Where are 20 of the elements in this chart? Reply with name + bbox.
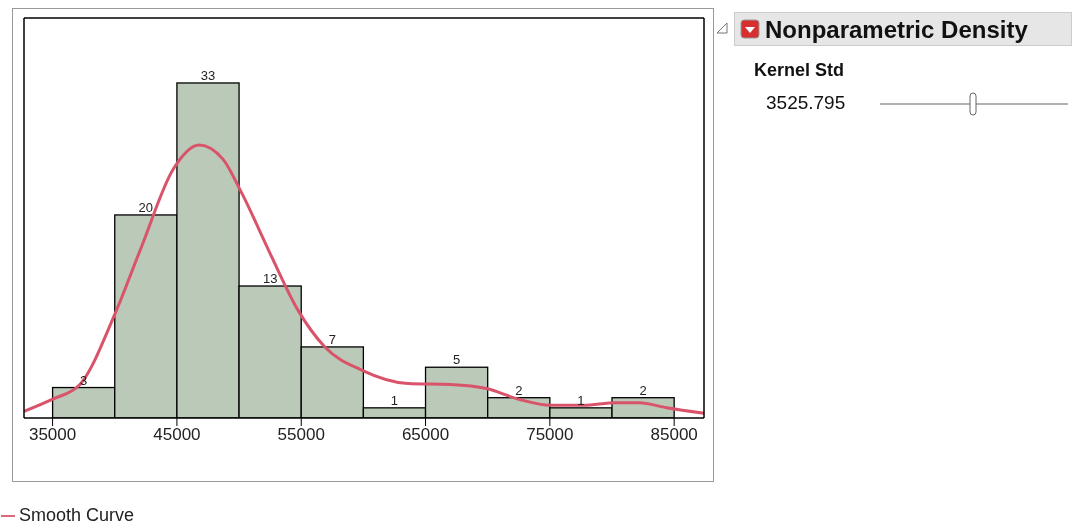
x-tick-label: 85000 (650, 425, 698, 445)
data-label: 2 (639, 382, 647, 398)
x-tick-label: 45000 (153, 425, 201, 445)
x-tick-label: 65000 (401, 425, 450, 445)
data-label: 20 (138, 199, 154, 215)
data-label: 7 (328, 331, 336, 347)
data-label: 13 (262, 271, 278, 287)
data-label: 1 (577, 392, 585, 408)
x-tick-label: 55000 (277, 425, 325, 445)
text: Nonparametric Density (765, 16, 1028, 44)
legend-label: Smooth Curve (19, 505, 135, 523)
x-tick-label: 35000 (28, 425, 77, 445)
x-tick-label: 75000 (526, 425, 574, 445)
text: Kernel Std (754, 60, 845, 81)
text: 3525.795 (766, 92, 846, 114)
data-label: 33 (200, 67, 216, 83)
data-label: 3 (80, 372, 88, 388)
data-label: 2 (515, 382, 523, 398)
data-label: 1 (390, 392, 399, 408)
data-label: 5 (453, 352, 461, 368)
